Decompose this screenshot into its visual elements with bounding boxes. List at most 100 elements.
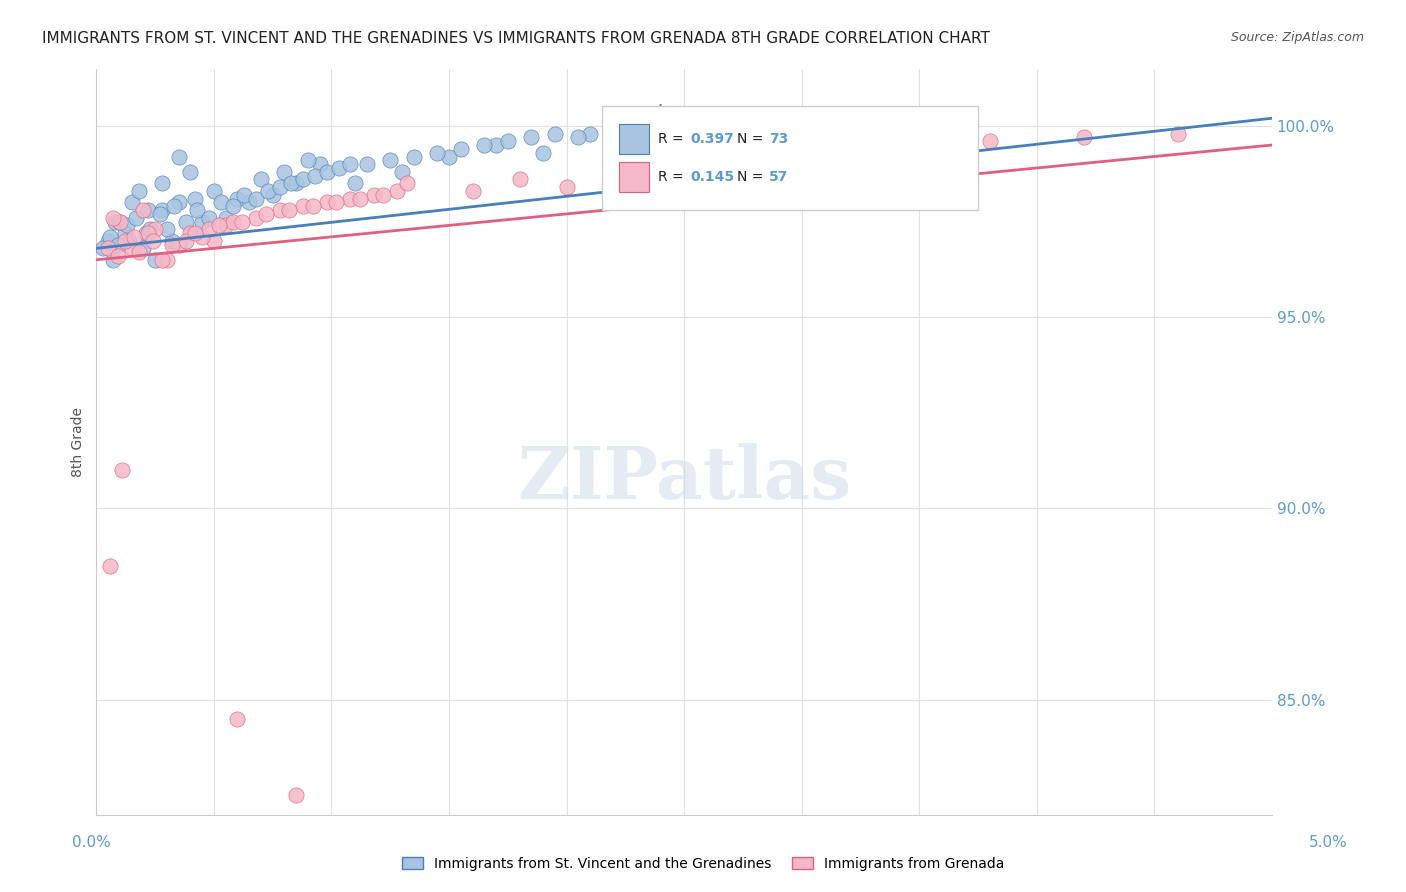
Immigrants from Grenada xyxy=(301,199,323,213)
Immigrants from Grenada xyxy=(107,249,129,263)
Immigrants from Grenada xyxy=(132,203,155,218)
Immigrants from Grenada xyxy=(278,203,301,218)
Immigrants from St. Vincent and the Grenadines xyxy=(250,172,273,186)
Text: 0.145: 0.145 xyxy=(690,169,734,184)
Immigrants from Grenada xyxy=(744,153,766,168)
Immigrants from Grenada xyxy=(160,237,183,252)
Immigrants from Grenada xyxy=(509,172,531,186)
Immigrants from Grenada xyxy=(602,169,624,183)
Immigrants from Grenada xyxy=(395,176,418,190)
Immigrants from St. Vincent and the Grenadines xyxy=(339,157,361,171)
Immigrants from Grenada xyxy=(179,226,201,240)
Immigrants from St. Vincent and the Grenadines xyxy=(184,192,207,206)
FancyBboxPatch shape xyxy=(620,125,648,154)
Immigrants from St. Vincent and the Grenadines xyxy=(280,176,302,190)
Immigrants from St. Vincent and the Grenadines xyxy=(104,214,127,228)
Immigrants from St. Vincent and the Grenadines xyxy=(485,138,508,153)
Y-axis label: 8th Grade: 8th Grade xyxy=(72,407,86,476)
Immigrants from St. Vincent and the Grenadines xyxy=(135,226,157,240)
Immigrants from Grenada xyxy=(349,192,371,206)
Immigrants from Grenada xyxy=(1167,127,1189,141)
Immigrants from Grenada xyxy=(222,214,245,228)
Immigrants from Grenada xyxy=(315,195,337,210)
Immigrants from Grenada xyxy=(387,184,409,198)
Immigrants from St. Vincent and the Grenadines xyxy=(97,234,120,248)
Immigrants from Grenada xyxy=(143,222,166,236)
Immigrants from St. Vincent and the Grenadines xyxy=(139,222,162,236)
Immigrants from St. Vincent and the Grenadines xyxy=(179,165,201,179)
Immigrants from St. Vincent and the Grenadines xyxy=(472,138,495,153)
Immigrants from St. Vincent and the Grenadines xyxy=(108,214,131,228)
Text: IMMIGRANTS FROM ST. VINCENT AND THE GRENADINES VS IMMIGRANTS FROM GRENADA 8TH GR: IMMIGRANTS FROM ST. VINCENT AND THE GREN… xyxy=(42,31,990,46)
Immigrants from St. Vincent and the Grenadines xyxy=(156,222,179,236)
Immigrants from St. Vincent and the Grenadines xyxy=(402,149,425,163)
Immigrants from Grenada xyxy=(114,234,136,248)
Immigrants from St. Vincent and the Grenadines xyxy=(202,184,225,198)
Immigrants from Grenada xyxy=(156,252,179,267)
Immigrants from St. Vincent and the Grenadines xyxy=(93,241,115,255)
Immigrants from Grenada xyxy=(111,463,134,477)
Immigrants from St. Vincent and the Grenadines xyxy=(262,187,284,202)
FancyBboxPatch shape xyxy=(602,106,979,211)
Immigrants from St. Vincent and the Grenadines xyxy=(308,157,330,171)
Immigrants from St. Vincent and the Grenadines xyxy=(602,138,624,153)
Immigrants from St. Vincent and the Grenadines xyxy=(520,130,543,145)
Immigrants from St. Vincent and the Grenadines xyxy=(391,165,413,179)
Immigrants from St. Vincent and the Grenadines xyxy=(531,145,554,160)
FancyBboxPatch shape xyxy=(620,161,648,192)
Immigrants from St. Vincent and the Grenadines xyxy=(426,145,449,160)
Immigrants from St. Vincent and the Grenadines xyxy=(380,153,402,168)
Immigrants from St. Vincent and the Grenadines xyxy=(107,237,129,252)
Immigrants from Grenada xyxy=(167,237,190,252)
Immigrants from Grenada xyxy=(285,789,308,803)
Immigrants from St. Vincent and the Grenadines xyxy=(121,195,143,210)
Immigrants from St. Vincent and the Grenadines xyxy=(167,149,190,163)
Immigrants from Grenada xyxy=(142,234,165,248)
Immigrants from Grenada xyxy=(292,199,315,213)
Text: R =: R = xyxy=(658,169,689,184)
Immigrants from St. Vincent and the Grenadines xyxy=(186,203,208,218)
Immigrants from Grenada xyxy=(128,245,150,260)
Immigrants from Grenada xyxy=(136,226,159,240)
Legend: Immigrants from St. Vincent and the Grenadines, Immigrants from Grenada: Immigrants from St. Vincent and the Gren… xyxy=(396,851,1010,876)
Immigrants from Grenada xyxy=(174,234,197,248)
Immigrants from St. Vincent and the Grenadines xyxy=(115,219,138,233)
Immigrants from St. Vincent and the Grenadines xyxy=(132,241,155,255)
Immigrants from Grenada xyxy=(100,558,122,573)
Text: Source: ZipAtlas.com: Source: ZipAtlas.com xyxy=(1230,31,1364,45)
Immigrants from St. Vincent and the Grenadines xyxy=(356,157,378,171)
Immigrants from Grenada xyxy=(461,184,484,198)
Immigrants from St. Vincent and the Grenadines xyxy=(160,234,183,248)
Immigrants from Grenada xyxy=(373,187,395,202)
Immigrants from St. Vincent and the Grenadines xyxy=(437,149,460,163)
Immigrants from St. Vincent and the Grenadines xyxy=(673,134,696,148)
Immigrants from St. Vincent and the Grenadines xyxy=(297,153,319,168)
Immigrants from St. Vincent and the Grenadines xyxy=(101,252,124,267)
Text: N =: N = xyxy=(737,169,768,184)
Immigrants from St. Vincent and the Grenadines xyxy=(245,192,267,206)
Immigrants from St. Vincent and the Grenadines xyxy=(174,214,197,228)
Immigrants from Grenada xyxy=(121,241,143,255)
Immigrants from St. Vincent and the Grenadines xyxy=(285,176,308,190)
Text: 0.397: 0.397 xyxy=(690,132,734,146)
Immigrants from Grenada xyxy=(325,195,347,210)
Immigrants from Grenada xyxy=(363,187,385,202)
Immigrants from Grenada xyxy=(198,222,221,236)
Immigrants from Grenada xyxy=(790,149,813,163)
Immigrants from St. Vincent and the Grenadines xyxy=(128,184,150,198)
Immigrants from St. Vincent and the Grenadines xyxy=(125,211,148,225)
Immigrants from St. Vincent and the Grenadines xyxy=(304,169,326,183)
Immigrants from St. Vincent and the Grenadines xyxy=(114,226,136,240)
Immigrants from Grenada xyxy=(979,134,1001,148)
Text: 73: 73 xyxy=(769,132,787,146)
Immigrants from Grenada xyxy=(226,712,249,726)
Immigrants from St. Vincent and the Grenadines xyxy=(292,172,315,186)
Immigrants from St. Vincent and the Grenadines xyxy=(450,142,472,156)
Immigrants from Grenada xyxy=(245,211,267,225)
Immigrants from St. Vincent and the Grenadines xyxy=(163,199,186,213)
Immigrants from St. Vincent and the Grenadines xyxy=(149,207,172,221)
Immigrants from Grenada xyxy=(184,226,207,240)
Immigrants from St. Vincent and the Grenadines xyxy=(209,195,232,210)
Immigrants from Grenada xyxy=(214,219,236,233)
Immigrants from St. Vincent and the Grenadines xyxy=(238,195,260,210)
